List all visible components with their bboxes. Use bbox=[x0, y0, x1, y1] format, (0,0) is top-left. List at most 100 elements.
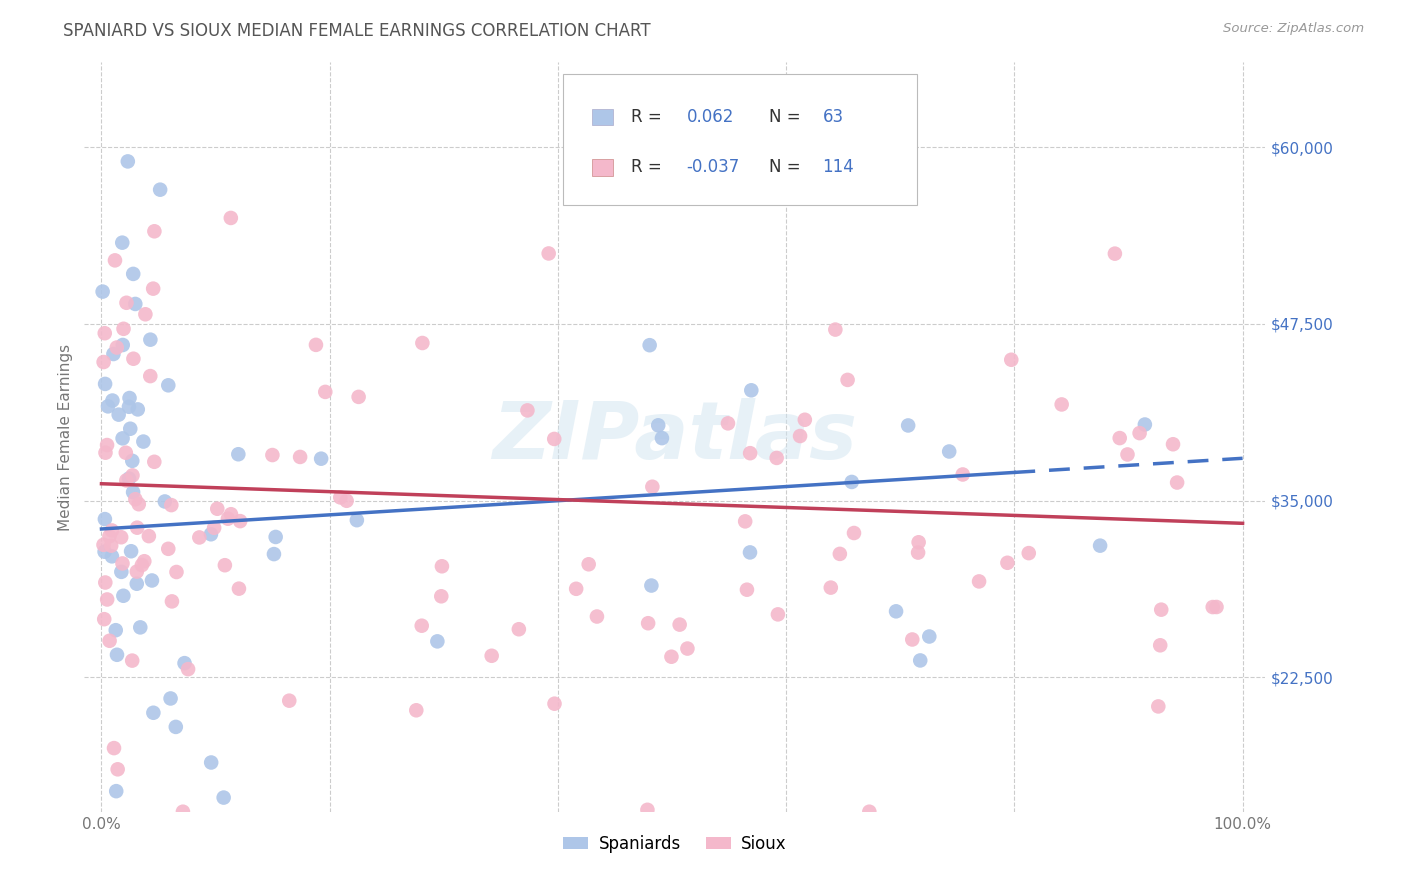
FancyBboxPatch shape bbox=[592, 159, 613, 176]
Point bbox=[217, 512, 239, 526]
Point bbox=[159, 691, 181, 706]
Point bbox=[96, 438, 118, 452]
Point bbox=[110, 530, 132, 544]
Point bbox=[93, 545, 115, 559]
Point bbox=[160, 498, 183, 512]
Point bbox=[1166, 475, 1188, 490]
Point bbox=[122, 485, 145, 500]
Point bbox=[118, 472, 141, 486]
Text: 63: 63 bbox=[823, 108, 844, 126]
Point bbox=[100, 539, 122, 553]
Point bbox=[967, 574, 990, 589]
Point bbox=[97, 400, 120, 414]
Point bbox=[586, 609, 609, 624]
Point bbox=[124, 492, 146, 507]
Point bbox=[122, 351, 145, 366]
Point bbox=[200, 527, 222, 541]
Point bbox=[153, 494, 176, 508]
Point bbox=[901, 632, 924, 647]
Point bbox=[112, 322, 135, 336]
Point bbox=[405, 703, 427, 717]
Point bbox=[142, 282, 165, 296]
Point bbox=[134, 307, 156, 321]
Point bbox=[112, 589, 135, 603]
Point bbox=[166, 565, 188, 579]
Point bbox=[426, 634, 449, 648]
Point bbox=[120, 544, 142, 558]
Point bbox=[837, 373, 859, 387]
Point bbox=[111, 431, 134, 445]
Point bbox=[263, 547, 285, 561]
Point bbox=[329, 491, 352, 505]
Point bbox=[1133, 417, 1156, 432]
Point bbox=[93, 612, 115, 626]
Point bbox=[111, 338, 134, 352]
FancyBboxPatch shape bbox=[592, 109, 613, 126]
Point bbox=[103, 741, 125, 756]
Point bbox=[1018, 546, 1040, 560]
Point bbox=[640, 578, 662, 592]
Point bbox=[101, 524, 124, 538]
Point bbox=[516, 403, 538, 417]
Point bbox=[110, 565, 132, 579]
Text: SPANIARD VS SIOUX MEDIAN FEMALE EARNINGS CORRELATION CHART: SPANIARD VS SIOUX MEDIAN FEMALE EARNINGS… bbox=[63, 22, 651, 40]
Point bbox=[118, 391, 141, 405]
Point bbox=[938, 444, 960, 458]
Point bbox=[1088, 539, 1111, 553]
Point bbox=[910, 653, 932, 667]
Point bbox=[735, 582, 758, 597]
Point bbox=[264, 530, 287, 544]
Point bbox=[411, 618, 433, 632]
Point bbox=[94, 376, 117, 391]
Point bbox=[93, 355, 115, 369]
Point bbox=[651, 431, 673, 445]
Point bbox=[1205, 599, 1227, 614]
Point bbox=[765, 450, 787, 465]
Point bbox=[118, 400, 141, 414]
Point bbox=[101, 549, 124, 564]
Point bbox=[134, 554, 156, 568]
Point bbox=[641, 480, 664, 494]
Point bbox=[884, 604, 907, 618]
Point bbox=[202, 521, 225, 535]
Point bbox=[94, 575, 117, 590]
Point bbox=[278, 694, 301, 708]
Text: N =: N = bbox=[769, 159, 806, 177]
Point bbox=[820, 581, 842, 595]
Point bbox=[128, 497, 150, 511]
Point bbox=[262, 448, 284, 462]
Point bbox=[668, 617, 690, 632]
Point bbox=[107, 408, 129, 422]
Point bbox=[212, 790, 235, 805]
Point bbox=[96, 592, 118, 607]
Text: -0.037: -0.037 bbox=[686, 159, 740, 177]
Point bbox=[841, 475, 863, 489]
Point bbox=[105, 341, 128, 355]
Point bbox=[842, 526, 865, 541]
Point bbox=[793, 413, 815, 427]
Point bbox=[430, 559, 453, 574]
Point bbox=[122, 267, 145, 281]
Point bbox=[104, 253, 127, 268]
Point bbox=[104, 624, 127, 638]
Point bbox=[661, 649, 683, 664]
Point bbox=[101, 393, 124, 408]
Point bbox=[734, 514, 756, 528]
Point bbox=[143, 455, 166, 469]
Point bbox=[789, 429, 811, 443]
Point bbox=[117, 154, 139, 169]
Point bbox=[141, 574, 163, 588]
Point bbox=[219, 507, 242, 521]
Point bbox=[229, 514, 252, 528]
Point bbox=[121, 468, 143, 483]
Point bbox=[93, 538, 115, 552]
Point bbox=[139, 369, 162, 384]
Point bbox=[740, 384, 762, 398]
Point bbox=[1050, 397, 1073, 411]
Point bbox=[143, 224, 166, 238]
Point bbox=[997, 556, 1019, 570]
Point bbox=[543, 697, 565, 711]
Point bbox=[124, 297, 146, 311]
Point bbox=[103, 347, 125, 361]
Text: R =: R = bbox=[631, 108, 668, 126]
